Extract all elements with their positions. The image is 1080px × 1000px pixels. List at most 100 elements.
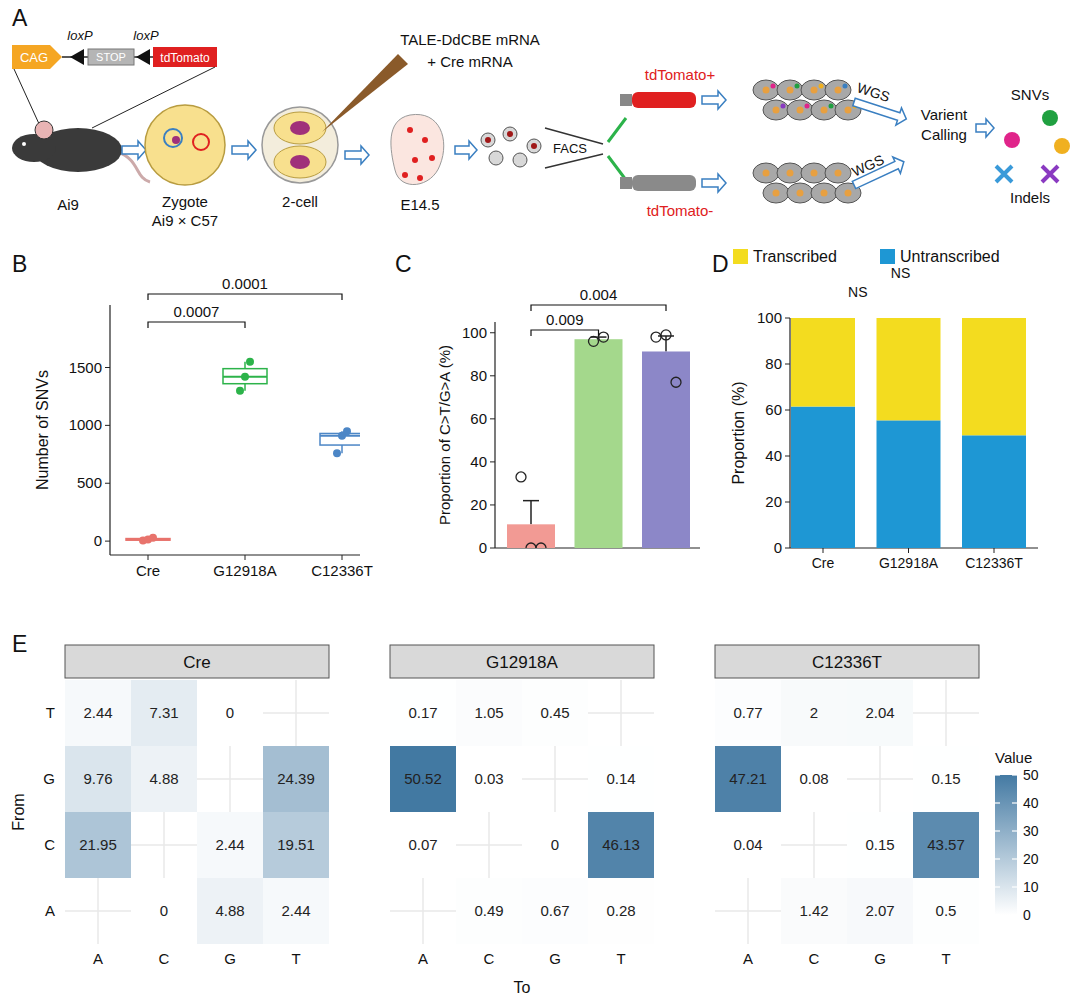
y-tick-label: 1000: [69, 416, 102, 433]
x-tick-label: C12336T: [965, 555, 1023, 571]
cell-label: 21.95: [79, 836, 117, 853]
sorted-cell: [513, 153, 527, 167]
cell-label: 0.14: [606, 770, 635, 787]
heat-cell: [197, 878, 263, 944]
cell-nucleus: [763, 87, 770, 94]
colorbar-tick: [1012, 886, 1017, 887]
y-tick-label: 60: [470, 410, 487, 427]
wgs-label: WGS: [849, 151, 886, 180]
y-tick: [490, 548, 495, 549]
panel-label: A: [12, 5, 28, 31]
cell: [801, 80, 827, 100]
bar-segment: [877, 420, 941, 548]
cell-label: 4.88: [215, 902, 244, 919]
heat-cell: [715, 680, 781, 746]
cell: [811, 100, 837, 120]
heat-cell: [522, 878, 588, 944]
x-tick-label: C: [159, 950, 170, 967]
bar: [507, 524, 555, 548]
y-axis-title: Proportion (%): [730, 381, 747, 484]
two-cell: [262, 107, 338, 183]
bar-segment: [791, 318, 855, 407]
heat-cell: [913, 746, 979, 812]
panel-label: E: [12, 631, 27, 657]
point: [241, 373, 249, 381]
y-tick-label: 1500: [69, 359, 102, 376]
pronucleus: [193, 134, 209, 150]
heat-cell: [522, 680, 588, 746]
facet-header: [715, 645, 979, 678]
y-tick: [785, 410, 790, 411]
calling-label: Calling: [921, 126, 967, 143]
pronucleus: [164, 129, 182, 147]
reporter-label: tdTomato: [160, 51, 210, 65]
mutation-dot: [781, 104, 786, 109]
heat-cell: [197, 680, 263, 746]
funnel: [545, 128, 603, 168]
y-axis: [789, 318, 790, 548]
nucleus: [290, 121, 310, 135]
y-tick-label: 0: [774, 539, 782, 556]
x-tick-label: C12336T: [311, 562, 373, 579]
colorbar: [995, 775, 1017, 915]
cell-nucleus: [773, 107, 780, 114]
cell-nucleus: [773, 190, 780, 197]
legend-label: Transcribed: [753, 248, 837, 265]
heat-cell: [263, 812, 329, 878]
y-axis-title: Number of SNVs: [34, 370, 51, 490]
heat-cell: [847, 878, 913, 944]
cell-label: 7.31: [149, 704, 178, 721]
y-tick: [785, 456, 790, 457]
cell-nucleus: [811, 170, 818, 177]
y-axis-title: From: [10, 793, 27, 830]
injection-label: + Cre mRNA: [427, 53, 512, 70]
y-tick-label: 20: [470, 496, 487, 513]
x-tick: [148, 555, 149, 560]
x-tick: [245, 555, 246, 560]
cell: [753, 163, 779, 183]
colorbar-tick: [995, 802, 1000, 803]
cell-nucleus: [797, 107, 804, 114]
colorbar-tick: [1012, 774, 1017, 775]
loxp: [136, 49, 150, 65]
y-tick: [490, 418, 495, 419]
panel-label: B: [12, 251, 27, 277]
legend-swatch: [880, 249, 895, 264]
y-tick: [490, 504, 495, 505]
cell-label: 50.52: [404, 770, 442, 787]
y-tick-label: 0: [479, 539, 487, 556]
cell-label: 0: [551, 836, 559, 853]
colorbar-label: 40: [1023, 795, 1039, 811]
plot-area: [507, 330, 690, 548]
connector: [14, 69, 40, 126]
panel-label: D: [712, 251, 729, 277]
cell-label: 0.77: [733, 704, 762, 721]
cell-label: 2.04: [865, 704, 894, 721]
y-axis-title: Proportion of C>T/G>A (%): [436, 345, 453, 525]
x-tick: [994, 548, 995, 553]
mouse-ear: [35, 121, 53, 139]
indel-label: Indels: [1010, 189, 1050, 206]
nucleus: [290, 155, 310, 169]
heat-cell: [847, 680, 913, 746]
sorted-cell: [503, 127, 517, 141]
mutation-dot: [829, 104, 834, 109]
point: [333, 449, 341, 457]
cell-label: 43.57: [927, 836, 965, 853]
bracket: [148, 294, 342, 300]
embryo-cell: [422, 137, 428, 143]
y-tick: [785, 548, 790, 549]
y-tick-label: A: [45, 902, 55, 919]
y-tick: [490, 332, 495, 333]
heat-cell: [390, 746, 456, 812]
point: [536, 543, 546, 548]
y-tick-label: 80: [765, 355, 782, 372]
y-tick-label: 100: [757, 309, 782, 326]
heat-cell: [456, 878, 522, 944]
injection-label: TALE-DdCBE mRNA: [400, 31, 540, 48]
cell: [753, 80, 779, 100]
colorbar-label: 0: [1023, 907, 1031, 923]
flow-arrow: [702, 174, 726, 192]
embryo-cell: [412, 157, 418, 163]
x-tick: [823, 548, 824, 553]
